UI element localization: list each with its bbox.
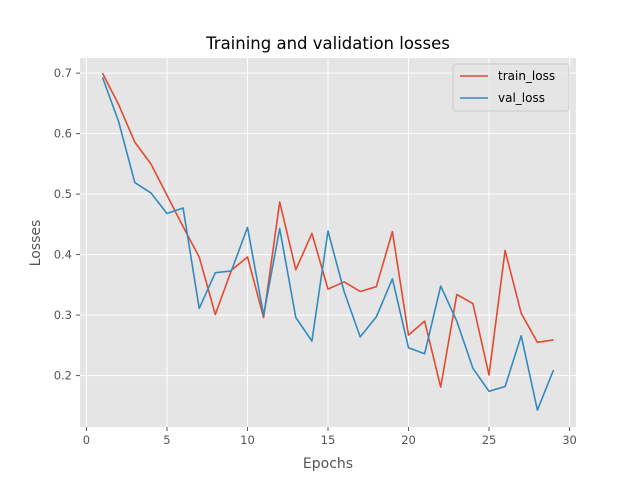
train_loss-legend-label: train_loss [498,69,555,83]
chart-title: Training and validation losses [205,34,450,53]
x-tick-label: 15 [321,433,336,447]
val_loss-line [101,77,555,411]
y-tick-label: 0.7 [54,66,72,80]
train_loss-line [101,72,554,388]
y-tick-label: 0.3 [54,308,72,322]
y-axis-label: Losses [28,220,44,267]
x-tick-label: 5 [163,433,170,447]
x-tick-label: 30 [562,433,577,447]
x-tick-label: 0 [83,433,90,447]
x-axis-label: Epochs [303,456,353,472]
x-tick-label: 10 [240,433,255,447]
grid-lines [80,58,576,427]
series-lines [101,72,555,411]
y-tick-label: 0.6 [54,127,72,141]
y-tick-label: 0.2 [54,369,72,383]
axis-ticks: 0 5 10 15 20 25 30 0.2 0.3 0.4 0.5 0.6 0.7 [54,66,577,447]
x-tick-label: 20 [401,433,416,447]
val_loss-legend-label: val_loss [498,91,545,105]
y-tick-label: 0.4 [54,248,72,262]
x-tick-label: 25 [482,433,497,447]
y-tick-label: 0.5 [54,187,72,201]
legend: train_loss val_loss [452,63,570,112]
